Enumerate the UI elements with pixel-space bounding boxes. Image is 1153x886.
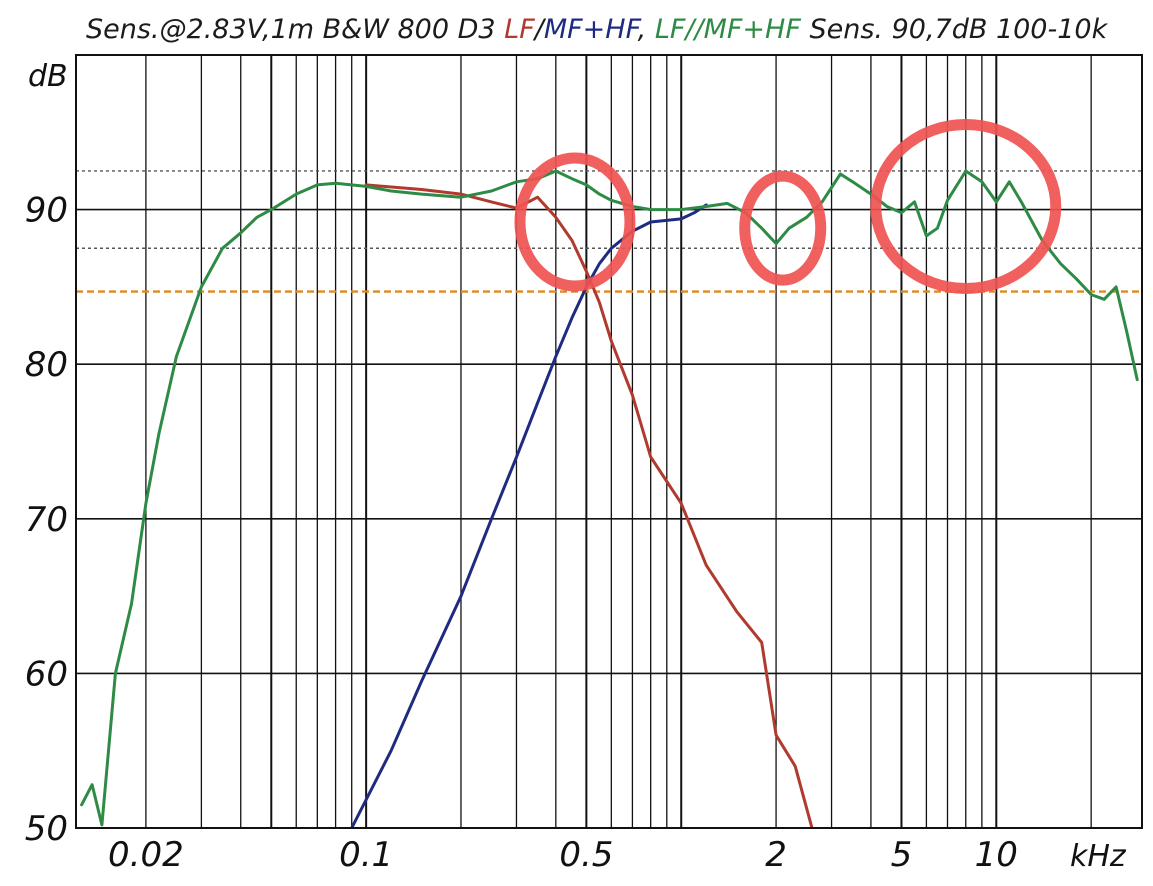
title-segment: MF+HF: [544, 14, 642, 45]
y-tick-label: 90: [25, 191, 68, 231]
series-line-3: [80, 169, 1139, 827]
x-tick-label: 5: [891, 835, 913, 875]
y-tick-label: 80: [25, 345, 68, 385]
highlight-circle-2: [739, 170, 827, 286]
plot-frame: [75, 54, 1143, 829]
title-segment: LF: [504, 14, 535, 45]
y-tick-label: 70: [25, 500, 68, 540]
series-line-2: [350, 203, 708, 828]
series-line-1: [364, 183, 814, 828]
highlight-circle-1: [514, 152, 636, 292]
chart-title: Sens.@2.83V,1m B&W 800 D3 LF/MF+HF, LF//…: [86, 14, 1109, 45]
highlight-annotations: [514, 119, 1062, 295]
x-tick-label: 10: [975, 835, 1018, 875]
y-tick-label: 50: [25, 809, 68, 849]
x-tick-label: 0.5: [559, 835, 613, 875]
x-tick-label: 0.1: [339, 835, 393, 875]
x-tick-labels: 0.02 0.1 0.5 2 5 10: [108, 835, 1018, 875]
title-segment: /: [533, 14, 547, 45]
y-axis-label: dB: [28, 59, 68, 94]
title-segment: Sens. 90,7dB 100-10k: [801, 14, 1109, 45]
title-segment: ,: [638, 14, 655, 45]
y-tick-label: 60: [25, 654, 68, 694]
series-layer: [80, 169, 1139, 828]
x-tick-label: 2: [765, 835, 787, 875]
y-tick-labels: 50 60 70 80 90: [25, 191, 68, 849]
x-axis-label: kHz: [1070, 839, 1127, 874]
highlight-circle-3: [870, 119, 1062, 295]
title-segment: LF//MF+HF: [655, 14, 802, 45]
x-tick-label: 0.02: [108, 835, 184, 875]
title-segment: Sens.@2.83V,1m B&W 800 D3: [86, 14, 504, 45]
